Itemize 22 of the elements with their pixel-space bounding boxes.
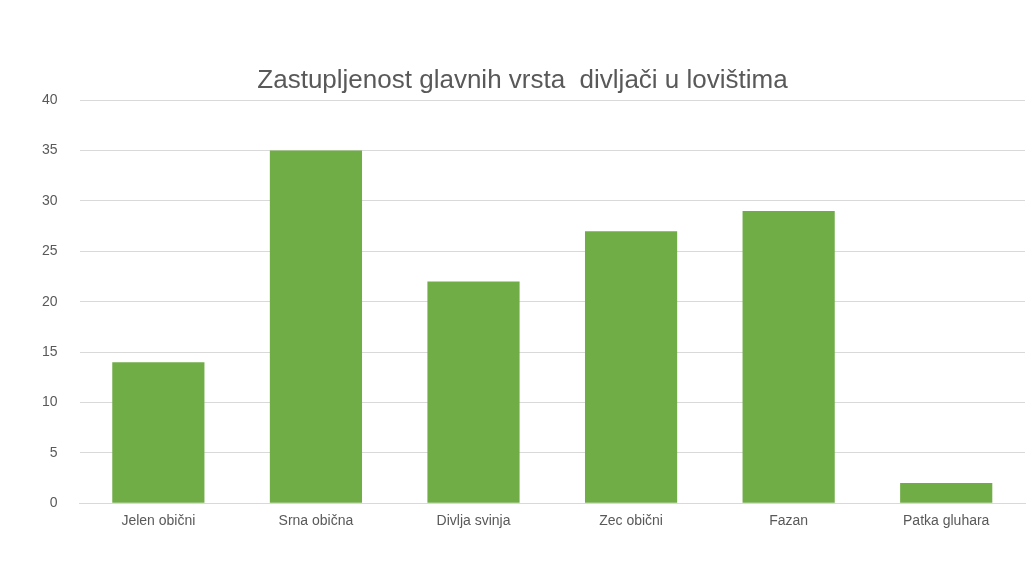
bar [269,150,363,503]
y-tick-label: 30 [41,191,58,208]
x-tick-label: Srna obična [278,512,354,529]
bar [584,231,678,503]
bar [112,362,205,503]
bar [900,483,993,503]
x-tick-label: Fazan [769,512,809,529]
y-tick-label: 10 [41,393,58,410]
y-tick-label: 25 [41,242,58,259]
x-tick-label: Jelen obični [121,512,196,529]
x-tick-label: Zec obični [599,512,663,529]
y-tick-label: 20 [41,292,58,309]
bar [742,211,835,503]
y-tick-label: 5 [49,443,58,460]
y-tick-label: 0 [49,494,58,511]
x-tick-label: Divlja svinja [436,512,511,529]
y-tick-label: 15 [41,342,58,359]
y-tick-label: 35 [41,141,58,158]
chart-title: Zastupljenost glavnih vrsta divljači u lovištima [257,63,789,94]
bar [427,281,520,503]
y-tick-label: 40 [41,91,58,108]
x-tick-label: Patka gluhara [903,512,990,529]
